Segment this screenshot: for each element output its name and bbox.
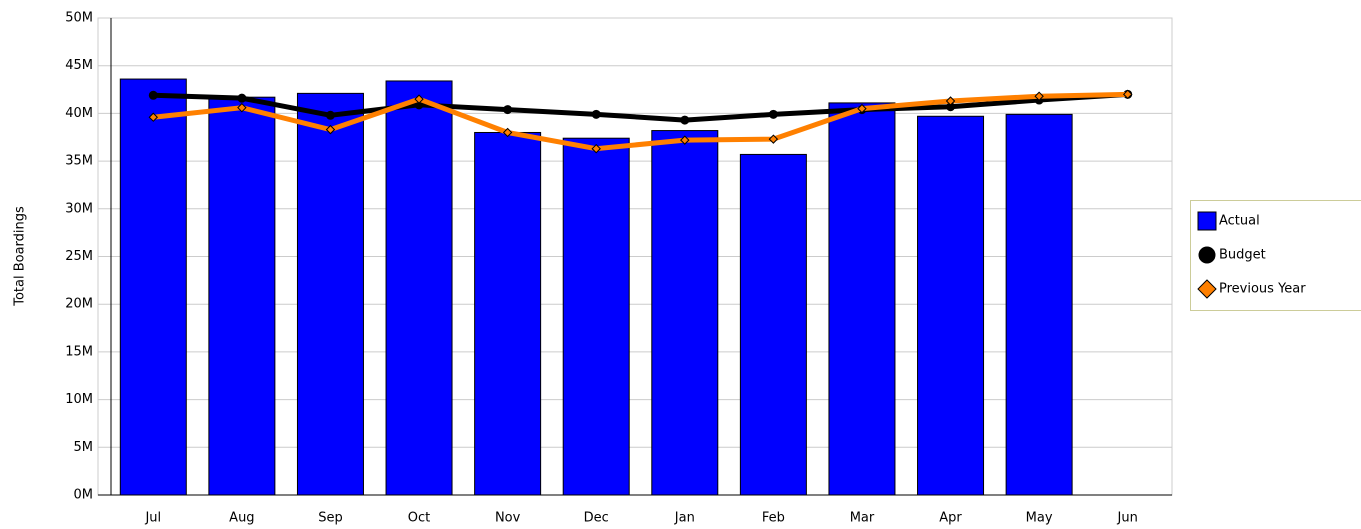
point-marker [680,115,690,125]
x-tick-label: May [1026,511,1053,526]
point-marker [591,143,601,154]
point-marker [325,110,335,120]
y-tick-label: 30M [65,201,93,216]
x-tick-label: Oct [408,511,430,526]
point-marker [1034,91,1044,101]
point-marker [237,102,247,113]
point-marker [414,94,424,104]
legend-swatch [1197,211,1217,231]
x-tick-label: Nov [495,511,521,526]
point-marker [1123,89,1133,100]
y-tick-label: 45M [65,58,93,73]
bar [119,78,187,496]
bar [1005,113,1073,496]
y-tick-label: 25M [65,249,93,264]
y-tick-label: 40M [65,106,93,121]
bar [828,102,896,496]
bar [474,131,542,496]
series-line [153,91,1128,123]
legend-swatch [1197,279,1217,299]
legend-label: Actual [1219,214,1260,229]
point-marker [148,90,158,100]
point-marker [680,135,690,145]
x-tick-label: Jan [674,511,695,526]
point-marker [768,109,778,119]
x-tick-label: Dec [584,511,609,526]
point-marker [148,112,158,122]
bar [651,130,719,496]
y-tick-label: 50M [65,11,93,26]
point-marker [857,103,867,114]
point-marker [945,96,956,106]
y-tick-label: 35M [65,154,93,169]
point-marker [502,127,513,138]
x-tick-label: Mar [850,511,875,526]
bar [917,115,985,496]
point-marker [591,109,601,119]
bar [562,137,630,496]
x-tick-label: Sep [318,511,343,526]
bar [296,92,364,496]
bar [739,153,807,496]
point-marker [325,124,336,135]
point-marker [503,105,513,115]
x-tick-label: Apr [939,511,962,526]
y-axis-label: Total Boardings [13,206,28,307]
y-tick-label: 0M [74,488,94,503]
point-marker [237,93,247,103]
legend-box [1190,200,1361,311]
y-tick-label: 15M [65,344,93,359]
x-tick-label: Jun [1117,511,1138,526]
series-line [153,91,1128,152]
legend-label: Budget [1219,248,1266,263]
x-tick-label: Aug [229,511,254,526]
x-tick-label: Feb [762,511,785,526]
bar [385,80,453,496]
y-tick-label: 5M [74,440,94,455]
bar [208,96,276,496]
x-tick-label: Jul [144,511,161,526]
y-tick-label: 10M [65,392,93,407]
legend-label: Previous Year [1219,282,1306,297]
legend-swatch [1198,246,1216,264]
y-tick-label: 20M [65,297,93,312]
point-marker [768,134,779,144]
